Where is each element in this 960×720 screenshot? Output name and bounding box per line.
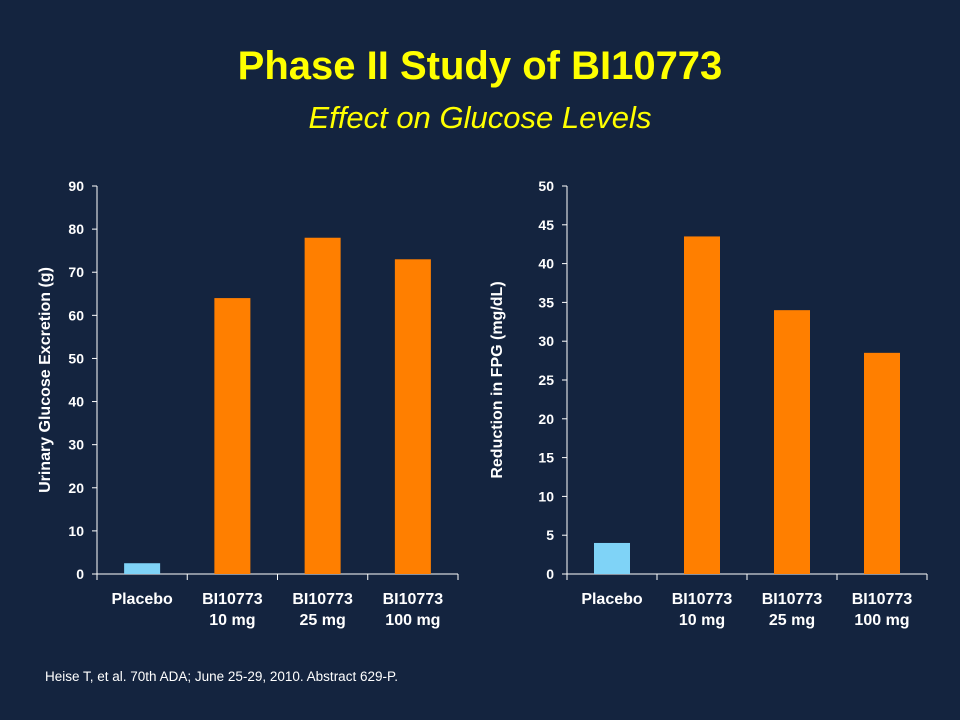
right-category-label: BI10773 100 mg bbox=[852, 591, 913, 629]
right-y-tick-label: 5 bbox=[546, 527, 554, 543]
right-category-label: BI10773 25 mg bbox=[762, 591, 823, 629]
left-bar-3 bbox=[394, 259, 431, 574]
left-category-label-line: 25 mg bbox=[300, 612, 346, 629]
right-category-label-line: Placebo bbox=[581, 591, 643, 608]
left-y-tick-label: 30 bbox=[68, 437, 84, 453]
left-y-tick-label: 10 bbox=[68, 523, 84, 539]
left-y-tick-label: 20 bbox=[68, 480, 84, 496]
right-category-label: BI10773 10 mg bbox=[672, 591, 733, 629]
left-category-label-line: Placebo bbox=[111, 591, 173, 608]
left-category-label-line: BI10773 bbox=[202, 591, 263, 608]
right-category-label-line: 10 mg bbox=[679, 612, 725, 629]
right-bar-3 bbox=[864, 352, 900, 574]
left-category-label: BI10773 100 mg bbox=[383, 591, 444, 629]
left-category-label-line: 100 mg bbox=[385, 612, 440, 629]
right-category-label-line: BI10773 bbox=[852, 591, 913, 608]
right-y-tick-label: 50 bbox=[538, 178, 554, 194]
left-y-tick-label: 80 bbox=[68, 221, 84, 237]
left-category-label: Placebo bbox=[111, 591, 173, 608]
left-bar-2 bbox=[304, 237, 341, 574]
right-y-tick-label: 20 bbox=[538, 411, 554, 427]
right-category-label: Placebo bbox=[581, 591, 643, 608]
left-category-label-line: BI10773 bbox=[292, 591, 353, 608]
left-y-axis-title: Urinary Glucose Excretion (g) bbox=[37, 267, 54, 493]
left-y-tick-label: 50 bbox=[68, 350, 84, 366]
right-bar-0 bbox=[594, 542, 630, 574]
left-y-tick-label: 0 bbox=[76, 566, 84, 582]
left-y-tick-label: 90 bbox=[68, 178, 84, 194]
left-bar-0 bbox=[124, 563, 161, 574]
right-y-tick-label: 40 bbox=[538, 256, 554, 272]
left-category-label: BI10773 25 mg bbox=[292, 591, 353, 629]
left-bar-1 bbox=[214, 298, 251, 574]
slide-title: Phase II Study of BI10773 bbox=[237, 44, 723, 88]
right-y-tick-label: 10 bbox=[538, 488, 554, 504]
right-bar-1 bbox=[684, 236, 720, 574]
right-category-label-line: BI10773 bbox=[672, 591, 733, 608]
right-y-tick-label: 35 bbox=[538, 294, 554, 310]
left-y-tick-label: 70 bbox=[68, 264, 84, 280]
right-category-label-line: BI10773 bbox=[762, 591, 823, 608]
right-y-tick-label: 25 bbox=[538, 372, 554, 388]
right-category-label-line: 25 mg bbox=[769, 612, 815, 629]
right-y-tick-label: 30 bbox=[538, 333, 554, 349]
right-y-axis-title: Reduction in FPG (mg/dL) bbox=[489, 281, 506, 478]
right-category-label-line: 100 mg bbox=[854, 612, 909, 629]
slide-subtitle: Effect on Glucose Levels bbox=[308, 100, 652, 135]
left-y-tick-label: 40 bbox=[68, 394, 84, 410]
right-bar-2 bbox=[774, 310, 810, 574]
citation-footnote: Heise T, et al. 70th ADA; June 25-29, 20… bbox=[45, 669, 398, 684]
right-y-tick-label: 15 bbox=[538, 450, 554, 466]
left-category-label-line: 10 mg bbox=[209, 612, 255, 629]
left-category-label-line: BI10773 bbox=[383, 591, 444, 608]
right-y-tick-label: 0 bbox=[546, 566, 554, 582]
right-y-tick-label: 45 bbox=[538, 217, 554, 233]
left-category-label: BI10773 10 mg bbox=[202, 591, 263, 629]
left-y-tick-label: 60 bbox=[68, 307, 84, 323]
